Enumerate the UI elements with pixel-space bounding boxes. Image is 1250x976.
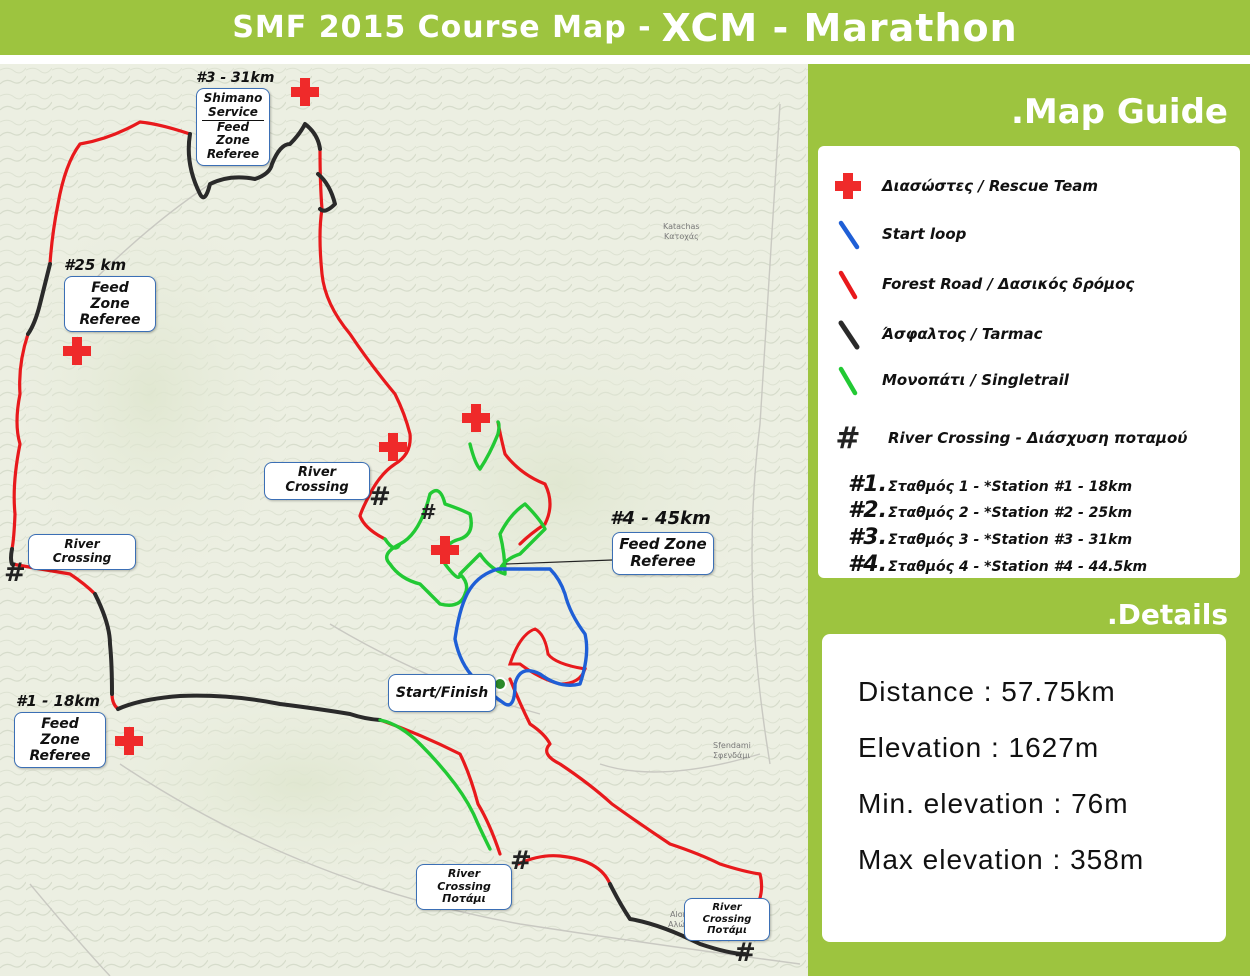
station-text: Σταθμός 3 - *Station #3 - 31km	[888, 532, 1133, 548]
station-row: #3. Σταθμός 3 - *Station #3 - 31km	[848, 525, 1132, 550]
legend-label: River Crossing - Διάσχυση ποταμού	[888, 429, 1188, 447]
station-row: #2. Σταθμός 2 - *Station #2 - 25km	[848, 498, 1132, 523]
legend-label: Άσφαλτος / Tarmac	[882, 325, 1043, 343]
black-line-icon	[828, 316, 868, 352]
title-prefix: SMF 2015 Course Map -	[232, 10, 652, 45]
red-line-icon	[828, 266, 868, 302]
station4-callout[interactable]: Feed Zone Referee	[612, 532, 714, 575]
river-crossing-hash-icon: #	[369, 482, 391, 512]
legend-item-start-loop: Start loop	[828, 216, 966, 252]
rescue-markers	[63, 78, 490, 755]
station3-line: Shimano	[203, 91, 263, 105]
river-crossing-south-line: Ποτάμι	[442, 892, 486, 906]
river-crossing-hash-icon: #	[420, 500, 437, 524]
forest-road-route	[10, 120, 764, 906]
station1-callout[interactable]: Feed Zone Referee	[14, 712, 106, 769]
place-sfendami-greek: Σφενδάμι	[713, 751, 751, 760]
rescue-cross-icon	[431, 536, 459, 564]
place-sfendami: Sfendami	[713, 741, 751, 750]
river-crossing-east-line: Ποτάμι	[707, 925, 747, 936]
legend-item-singletrail: Μονοπάτι / Singletrail	[828, 362, 1069, 398]
river-crossing-south-line: River Crossing	[437, 867, 491, 893]
background-roads	[29, 103, 801, 976]
station3-km-label: #3 - 31km	[196, 70, 275, 86]
river-crossing-south-callout[interactable]: River Crossing Ποτάμι	[416, 864, 512, 910]
station3-line: Feed Zone	[202, 119, 264, 149]
river-crossing-left-label: River Crossing	[52, 537, 112, 565]
station4-leader-line	[505, 559, 613, 565]
start-loop-route	[453, 567, 589, 707]
map-guide-heading: .Map Guide	[1010, 92, 1228, 132]
station3-callout[interactable]: Shimano Service Feed Zone Referee	[196, 88, 270, 166]
title-bar: SMF 2015 Course Map - XCM - Marathon	[0, 0, 1250, 58]
singletrail-route	[378, 420, 547, 851]
station-text: Σταθμός 1 - *Station #1 - 18km	[888, 479, 1133, 495]
station-number: #3.	[848, 525, 887, 550]
detail-min-elevation: Min. elevation : 76m	[858, 788, 1129, 819]
legend-label: Διασώστες / Rescue Team	[882, 177, 1098, 195]
station1-km-label: #1 - 18km	[16, 692, 101, 710]
legend-item-forest-road: Forest Road / Δασικός δρόμος	[828, 266, 1134, 302]
title-event: XCM - Marathon	[661, 5, 1018, 50]
station4-km-label: #4 - 45km	[610, 508, 711, 529]
station3-line: Referee	[206, 147, 260, 162]
legend-item-rescue: Διασώστες / Rescue Team	[828, 168, 1098, 204]
station-number: #2.	[848, 498, 887, 523]
river-crossing-hash-icon: #	[510, 846, 532, 876]
rescue-cross-icon	[115, 727, 143, 755]
map-guide-legend: Διασώστες / Rescue Team Start loop Fores…	[818, 146, 1240, 578]
station2-callout[interactable]: Feed Zone Referee	[64, 276, 156, 333]
station-text: Σταθμός 2 - *Station #2 - 25km	[888, 505, 1133, 521]
legend-item-tarmac: Άσφαλτος / Tarmac	[828, 316, 1042, 352]
rescue-cross-icon	[291, 78, 319, 106]
rescue-cross-icon	[63, 337, 91, 365]
detail-elevation: Elevation : 1627m	[858, 732, 1100, 763]
river-crossing-east-line: River Crossing	[702, 902, 752, 925]
hash-icon: #	[835, 420, 861, 456]
station2-line: Referee	[79, 312, 141, 329]
place-katachas-greek: Κατοχάς	[664, 232, 699, 241]
station-row: #1. Σταθμός 1 - *Station #1 - 18km	[848, 472, 1132, 497]
river-crossing-left-callout[interactable]: River Crossing	[28, 534, 136, 570]
place-katachas: Katachas	[663, 222, 700, 231]
detail-max-elevation: Max elevation : 358m	[858, 844, 1145, 875]
rescue-cross-icon	[462, 404, 490, 432]
red-cross-icon	[828, 168, 868, 204]
tarmac-route	[9, 122, 747, 956]
terrain-shade-central	[320, 304, 800, 664]
course-map[interactable]: # # # # # Katachas Κατοχάς Sfendami Σφεν…	[0, 64, 808, 976]
legend-label: Forest Road / Δασικός δρόμος	[882, 275, 1135, 293]
station-number: #4.	[848, 552, 887, 577]
river-crossing-hash-icon: #	[734, 938, 756, 968]
river-crossing-mid-callout[interactable]: River Crossing	[264, 462, 370, 500]
place-alonia-greek: Αλώνια	[668, 920, 698, 929]
station4-line: Referee	[630, 552, 696, 571]
legend-item-river-crossing: # River Crossing - Διάσχυση ποταμού	[828, 420, 1187, 456]
terrain-shade-south	[40, 664, 560, 904]
station-text: Σταθμός 4 - *Station #4 - 44.5km	[888, 559, 1148, 575]
station2-km-label: #25 km	[64, 256, 127, 274]
details-heading: .Details	[1106, 598, 1228, 631]
legend-label: Start loop	[882, 225, 967, 243]
station1-line: Referee	[29, 748, 91, 765]
river-crossing-mid-label: River Crossing	[285, 465, 349, 495]
station-row: #4. Σταθμός 4 - *Station #4 - 44.5km	[848, 552, 1147, 577]
start-finish-callout[interactable]: Start/Finish	[388, 674, 496, 713]
station2-line: Feed Zone	[90, 280, 130, 313]
legend-label: Μονοπάτι / Singletrail	[882, 371, 1069, 389]
river-crossing-east-callout[interactable]: River Crossing Ποτάμι	[684, 898, 770, 941]
side-panel: .Map Guide Διασώστες / Rescue Team Start…	[808, 64, 1250, 976]
station4-line: Feed Zone	[619, 535, 707, 553]
green-line-icon	[828, 362, 868, 398]
station-number: #1.	[848, 472, 887, 497]
start-finish-label: Start/Finish	[395, 685, 489, 701]
station1-line: Feed Zone	[40, 716, 80, 749]
river-crossing-hash-icon: #	[4, 558, 26, 588]
place-alonia: Alonia	[670, 910, 695, 919]
rescue-cross-icon	[379, 433, 407, 461]
station3-line: Service	[208, 104, 258, 119]
blue-line-icon	[828, 216, 868, 252]
detail-distance: Distance : 57.75km	[858, 676, 1116, 707]
details-box: Distance : 57.75km Elevation : 1627m Min…	[822, 634, 1226, 942]
